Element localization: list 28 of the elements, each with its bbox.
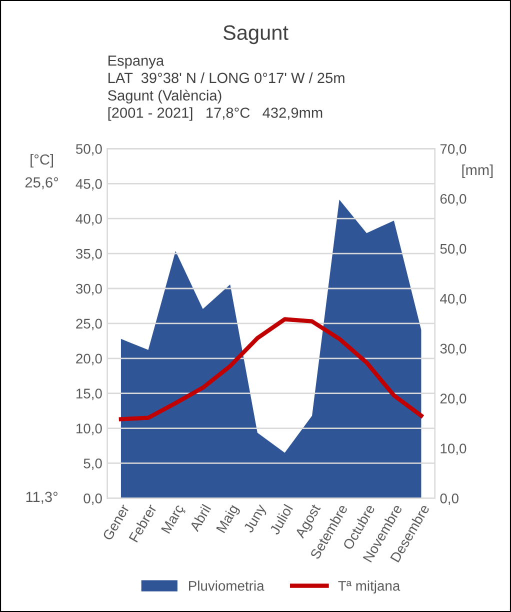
y2-tick-label: 70,0 bbox=[440, 144, 466, 156]
y2-axis-title: [mm] bbox=[462, 164, 493, 178]
y-tick-label: 10,0 bbox=[76, 424, 102, 436]
y-tick-label: 25,0 bbox=[76, 318, 102, 330]
y-axis-title: [°C] bbox=[30, 154, 53, 168]
y2-tick-label: 60,0 bbox=[440, 194, 466, 206]
y-tick-label: 45,0 bbox=[76, 178, 102, 190]
y-tick-label: 5,0 bbox=[84, 458, 102, 470]
y2-tick-label: 10,0 bbox=[440, 444, 466, 456]
legend-label: Pluviometria bbox=[189, 580, 264, 591]
y-tick-label: 20,0 bbox=[76, 354, 102, 366]
y-tick-label: 35,0 bbox=[76, 248, 102, 260]
text: 25,6° bbox=[25, 177, 58, 190]
chart-subtitle: Espanya LAT 39°38' N / LONG 0°17' W / 25m Sagunt (València) [2001 - 2021] 17,8°C 432,9mm bbox=[108, 56, 344, 121]
y-tick-label: 50,0 bbox=[76, 144, 102, 156]
y-tick-label: 40,0 bbox=[76, 214, 102, 226]
line-series bbox=[118, 317, 424, 422]
y-tick-label: 0,0 bbox=[84, 494, 102, 505]
y-tick-label: 30,0 bbox=[76, 284, 102, 296]
chart-title: Sagunt bbox=[223, 25, 288, 44]
y2-tick-label: 40,0 bbox=[440, 294, 466, 306]
y2-tick-label: 20,0 bbox=[440, 394, 466, 406]
y-tick-label: 15,0 bbox=[76, 388, 102, 400]
legend-label: Tª mitjana bbox=[338, 580, 400, 594]
y2-tick-label: 0,0 bbox=[440, 494, 458, 505]
text: 11,3° bbox=[26, 492, 58, 504]
y2-tick-label: 30,0 bbox=[440, 344, 466, 356]
y2-tick-label: 50,0 bbox=[440, 244, 466, 256]
